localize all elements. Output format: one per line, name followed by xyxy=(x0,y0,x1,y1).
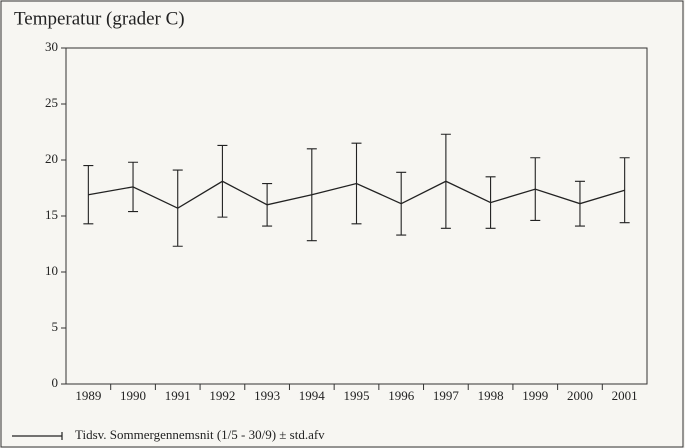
error-bar xyxy=(217,144,228,218)
y-tick-label: 15 xyxy=(45,207,58,222)
y-tick-label: 10 xyxy=(45,263,58,278)
x-tick-label: 2001 xyxy=(612,388,638,403)
error-bar xyxy=(530,157,541,222)
legend-swatch xyxy=(12,432,63,440)
error-bar xyxy=(172,169,183,247)
y-tick-label: 25 xyxy=(45,95,58,110)
y-tick-label: 0 xyxy=(52,375,59,390)
x-tick-label: 1992 xyxy=(209,388,235,403)
x-tick-label: 1998 xyxy=(478,388,504,403)
x-tick-label: 1991 xyxy=(165,388,191,403)
error-bar xyxy=(351,142,362,225)
y-tick-label: 20 xyxy=(45,151,58,166)
x-tick-label: 1996 xyxy=(388,388,415,403)
y-tick-label: 5 xyxy=(52,319,59,334)
error-bar xyxy=(262,182,273,227)
x-tick-label: 1995 xyxy=(344,388,370,403)
error-bar xyxy=(574,180,585,227)
x-tick-label: 1999 xyxy=(522,388,548,403)
error-bar xyxy=(440,133,451,229)
x-tick-label: 2000 xyxy=(567,388,593,403)
x-tick-label: 1993 xyxy=(254,388,280,403)
error-bar xyxy=(485,176,496,229)
legend-label: Tidsv. Sommergennemsnit (1/5 - 30/9) ± s… xyxy=(75,427,325,442)
error-bar xyxy=(619,157,630,224)
error-bar xyxy=(306,148,317,242)
chart-title: Temperatur (grader C) xyxy=(14,8,185,29)
x-tick-label: 1994 xyxy=(299,388,326,403)
x-tick-label: 1989 xyxy=(75,388,101,403)
x-tick-label: 1990 xyxy=(120,388,146,403)
y-tick-label: 30 xyxy=(45,39,58,54)
error-bar xyxy=(396,171,407,236)
error-bar xyxy=(83,165,94,225)
error-bar xyxy=(128,161,139,213)
x-tick-label: 1997 xyxy=(433,388,460,403)
